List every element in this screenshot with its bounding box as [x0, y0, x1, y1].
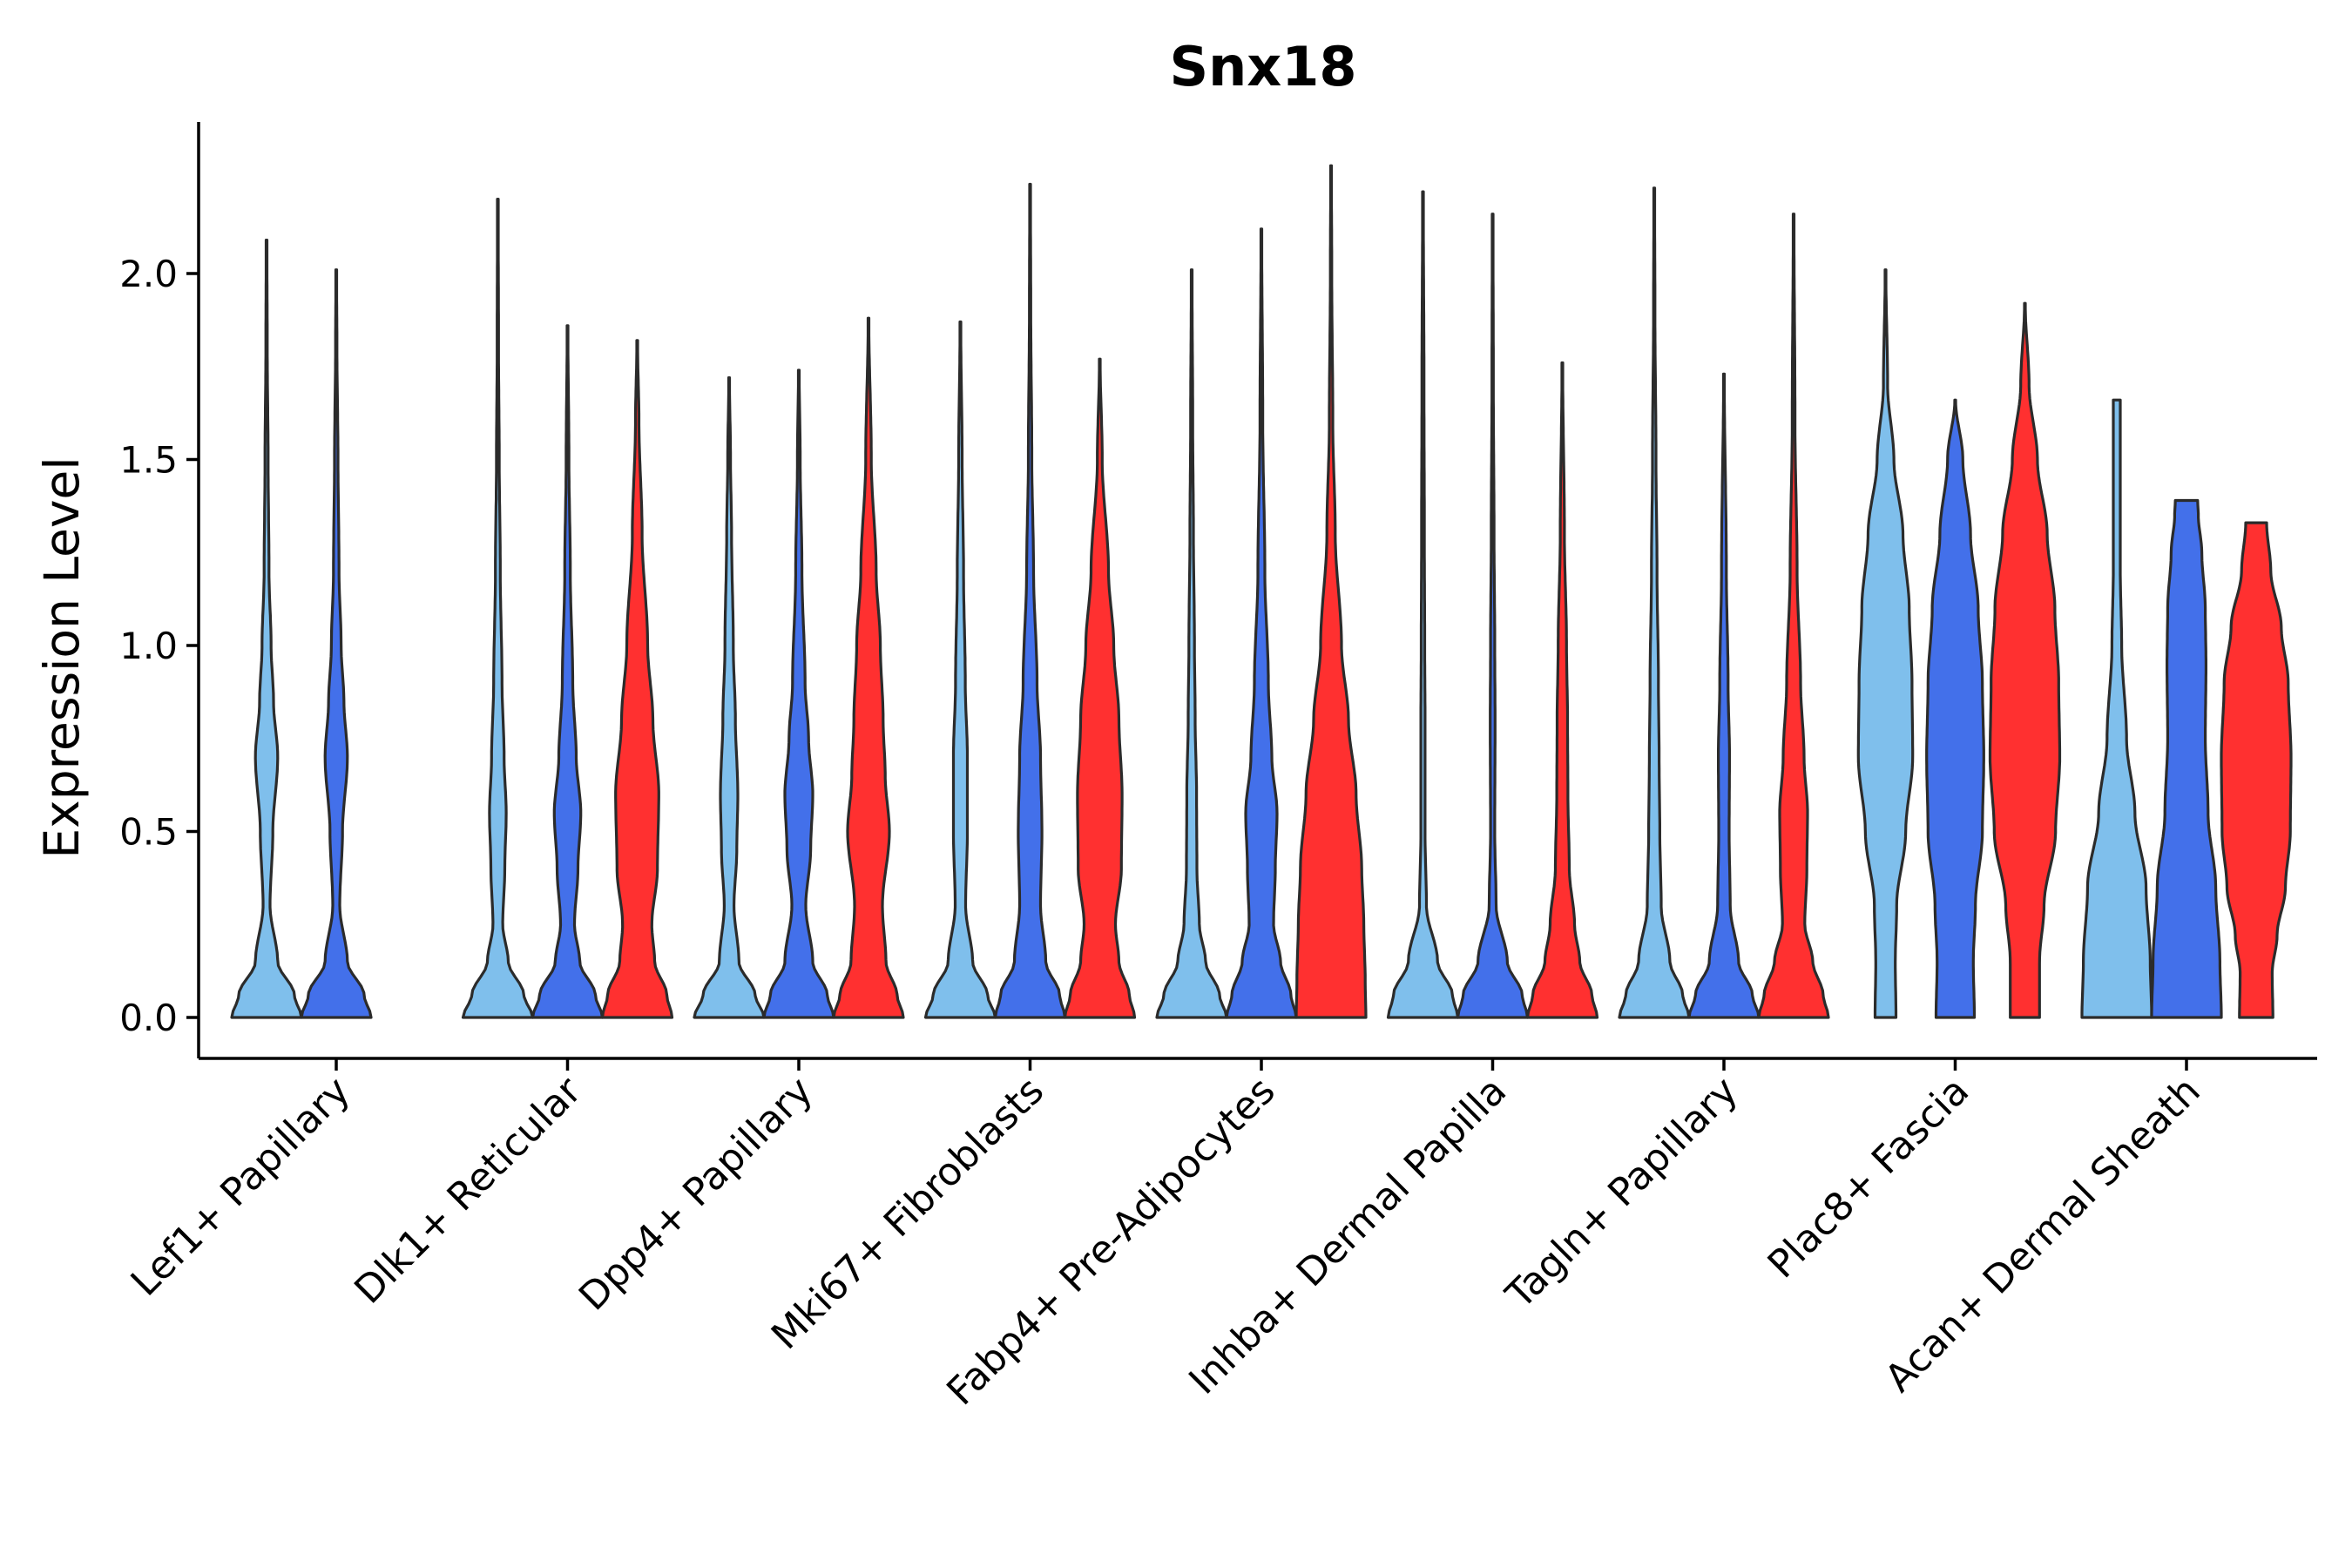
x-tick-label: Lef1+ Papillary: [123, 1069, 359, 1305]
violin-shape: [1386, 190, 1460, 1019]
violin-shape: [993, 182, 1067, 1019]
violin-shape: [923, 320, 997, 1019]
violin-shape: [230, 239, 303, 1019]
violin-shape: [1687, 372, 1761, 1019]
y-tick-label: 2.0: [119, 253, 178, 295]
violin-shape: [1925, 398, 1985, 1019]
violin-shape: [1294, 164, 1368, 1019]
violin-shape: [1456, 213, 1530, 1019]
y-tick-group: 0.0 0.5 1.0 1.5 2.0: [119, 253, 199, 1039]
x-tick-label: Tagln+ Papillary: [1497, 1069, 1747, 1318]
violin-shape: [2220, 521, 2293, 1019]
violin-shape: [600, 339, 674, 1019]
violin-shape: [2150, 498, 2223, 1019]
y-axis-label: Expression Level: [34, 456, 90, 858]
violin-shape: [1155, 268, 1228, 1019]
violin-shape: [1757, 213, 1830, 1019]
violin-shape: [1856, 268, 1915, 1019]
violin-shape: [832, 316, 905, 1019]
y-tick-label: 0.0: [119, 997, 178, 1039]
x-tick-label: Dlk1+ Reticular: [346, 1068, 591, 1313]
y-tick-label: 1.5: [119, 439, 178, 482]
violin-shape: [461, 198, 535, 1019]
violin-shape: [1988, 301, 2062, 1019]
violin-shape: [531, 324, 605, 1019]
violin-shape: [1225, 227, 1298, 1019]
violin-shape: [300, 268, 373, 1019]
y-tick-label: 1.0: [119, 625, 178, 667]
violin-shape: [1618, 186, 1691, 1019]
violin-group: [230, 164, 2293, 1019]
violin-shape: [1525, 361, 1599, 1019]
x-tick-label: Dpp4+ Papillary: [571, 1069, 821, 1320]
violin-shape: [2080, 398, 2153, 1019]
chart-title: Snx18: [1169, 35, 1356, 98]
x-tick-label: Plac8+ Fascia: [1760, 1069, 1978, 1288]
violin-shape: [1063, 357, 1137, 1019]
y-tick-label: 0.5: [119, 811, 178, 854]
violin-shape: [762, 368, 835, 1019]
violin-shape: [693, 376, 766, 1019]
